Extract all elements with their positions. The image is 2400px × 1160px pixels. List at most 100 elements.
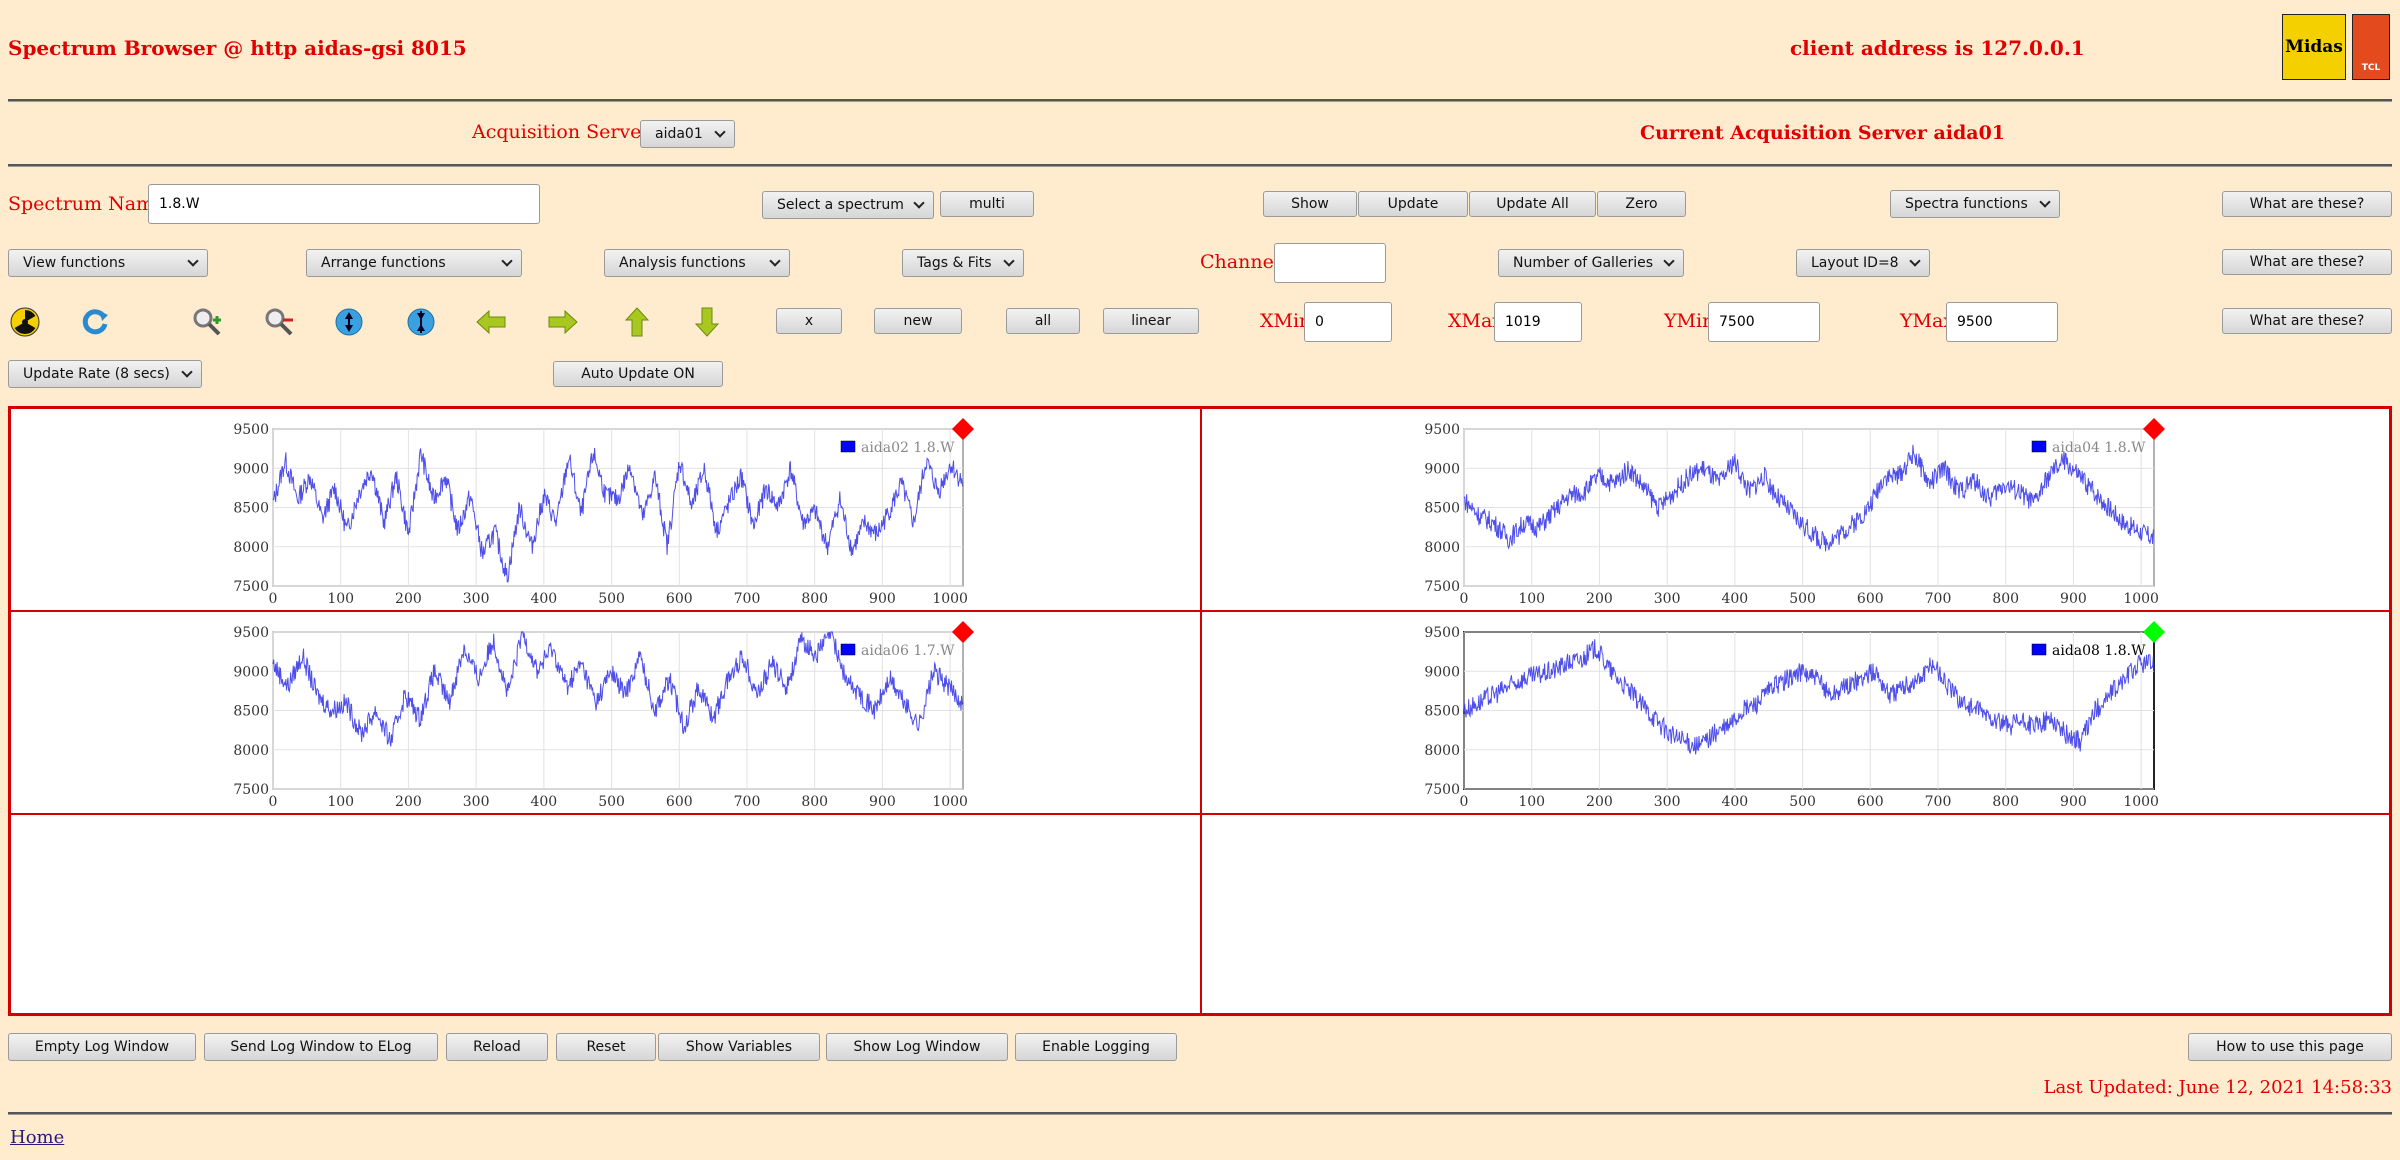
spectrum-chart-aida04[interactable]: 0 100 200 300 400 500 600 700 800 900 1000 9500 9000…	[1202, 409, 2391, 612]
number-of-galleries-dropdown[interactable]: Number of Galleries	[1498, 249, 1684, 277]
page-title: Spectrum Browser @ http aidas-gsi 8015	[8, 36, 467, 60]
x-tick-label: 200	[1586, 794, 1613, 810]
gallery-cell-3[interactable]: 0 100 200 300 400 500 600 700 800 900 1000 9500 9000…	[10, 611, 1201, 814]
arrow-right-icon[interactable]	[546, 305, 580, 339]
x-tick-label: 400	[530, 591, 557, 607]
linear-button[interactable]: linear	[1103, 308, 1199, 334]
empty-log-window-button[interactable]: Empty Log Window	[8, 1033, 196, 1061]
xmin-input[interactable]: 0	[1304, 302, 1392, 342]
expand-vertical-icon[interactable]	[332, 305, 366, 339]
what-are-these-button[interactable]: What are these?	[2222, 308, 2392, 334]
gallery-cell-4[interactable]: 0 100 200 300 400 500 600 700 800 900 1000 9500 9000…	[1201, 611, 2390, 814]
show-button[interactable]: Show	[1263, 191, 1357, 217]
x-tick-label: 0	[1460, 794, 1469, 810]
chevron-down-icon	[181, 365, 193, 378]
tcl-logo[interactable]: TCL	[2352, 14, 2390, 80]
x-tick-label: 0	[269, 591, 278, 607]
enable-logging-button[interactable]: Enable Logging	[1015, 1033, 1177, 1061]
x-tick-label: 300	[1654, 794, 1681, 810]
ymax-input[interactable]: 9500	[1946, 302, 2058, 342]
auto-update-button[interactable]: Auto Update ON	[553, 361, 723, 387]
x-tick-label: 700	[1925, 591, 1952, 607]
legend-swatch	[840, 643, 856, 656]
y-tick-label: 9000	[233, 664, 269, 680]
xmax-input[interactable]: 1019	[1494, 302, 1582, 342]
reload-button[interactable]: Reload	[446, 1033, 548, 1061]
x-button[interactable]: x	[776, 308, 842, 334]
spectrum-chart-aida02[interactable]: 0 100 200 300 400 500 600 700 800 900 1000 9500 9000…	[11, 409, 1202, 612]
y-tick-label: 9500	[1424, 422, 1460, 438]
x-tick-label: 800	[801, 591, 828, 607]
reset-button[interactable]: Reset	[556, 1033, 656, 1061]
multi-button[interactable]: multi	[940, 191, 1034, 217]
update-rate-dropdown[interactable]: Update Rate (8 secs)	[8, 360, 202, 388]
show-log-window-button[interactable]: Show Log Window	[826, 1033, 1008, 1061]
channel-input[interactable]	[1274, 243, 1386, 283]
layout-id-dropdown[interactable]: Layout ID=8	[1796, 249, 1930, 277]
divider	[8, 164, 2392, 167]
zoom-out-icon[interactable]	[262, 305, 296, 339]
gallery-cell-1[interactable]: 0 100 200 300 400 500 600 700 800 900 1000 9500 9000…	[10, 408, 1201, 611]
spectrum-chart-aida06[interactable]: 0 100 200 300 400 500 600 700 800 900 1000 9500 9000…	[11, 612, 1202, 815]
what-are-these-button[interactable]: What are these?	[2222, 191, 2392, 217]
acquisition-servers-label: Acquisition Servers	[472, 121, 661, 143]
ymin-input[interactable]: 7500	[1708, 302, 1820, 342]
y-tick-label: 8000	[1424, 743, 1460, 759]
zoom-in-icon[interactable]	[190, 305, 224, 339]
show-variables-button[interactable]: Show Variables	[658, 1033, 820, 1061]
arrange-functions-dropdown[interactable]: Arrange functions	[306, 249, 522, 277]
refresh-icon[interactable]	[78, 305, 112, 339]
x-tick-label: 700	[734, 794, 761, 810]
midas-logo[interactable]: Midas	[2282, 14, 2346, 80]
client-address: client address is 127.0.0.1	[1790, 36, 2085, 60]
gallery-cell-5[interactable]	[10, 814, 1201, 1014]
y-tick-label: 9000	[233, 461, 269, 477]
chevron-down-icon	[913, 196, 925, 209]
compress-vertical-icon[interactable]	[404, 305, 438, 339]
chevron-down-icon	[1663, 254, 1675, 267]
how-to-use-button[interactable]: How to use this page	[2188, 1033, 2392, 1061]
arrow-up-icon[interactable]	[620, 305, 654, 339]
arrow-left-icon[interactable]	[474, 305, 508, 339]
x-tick-label: 600	[666, 794, 693, 810]
y-tick-label: 7500	[1424, 782, 1460, 798]
acquisition-server-select[interactable]: aida01	[640, 120, 735, 148]
x-tick-label: 800	[1992, 591, 2019, 607]
chevron-down-icon	[1909, 254, 1921, 267]
what-are-these-button[interactable]: What are these?	[2222, 249, 2392, 275]
status-indicator	[952, 621, 974, 643]
select-spectrum-dropdown[interactable]: Select a spectrum	[762, 191, 934, 219]
send-log-to-elog-button[interactable]: Send Log Window to ELog	[204, 1033, 438, 1061]
y-tick-label: 9500	[233, 625, 269, 641]
x-tick-label: 600	[1857, 794, 1884, 810]
analysis-functions-dropdown[interactable]: Analysis functions	[604, 249, 790, 277]
home-link[interactable]: Home	[10, 1127, 65, 1148]
spectrum-name-input[interactable]: 1.8.W	[148, 184, 540, 224]
y-tick-label: 9500	[233, 422, 269, 438]
update-button[interactable]: Update	[1358, 191, 1468, 217]
chevron-down-icon	[187, 254, 199, 267]
radiation-icon[interactable]	[8, 305, 42, 339]
arrow-down-icon[interactable]	[690, 305, 724, 339]
chevron-down-icon	[1003, 254, 1015, 267]
tags-fits-dropdown[interactable]: Tags & Fits	[902, 249, 1024, 277]
x-tick-label: 0	[1460, 591, 1469, 607]
xmax-label: XMax	[1448, 310, 1504, 332]
spectrum-chart-aida08[interactable]: 0 100 200 300 400 500 600 700 800 900 1000 9500 9000…	[1202, 612, 2391, 815]
y-tick-label: 8000	[1424, 540, 1460, 556]
view-functions-dropdown[interactable]: View functions	[8, 249, 208, 277]
spectrum-gallery: 0 100 200 300 400 500 600 700 800 900 1000 9500 9000…	[8, 406, 2392, 1016]
gallery-cell-2[interactable]: 0 100 200 300 400 500 600 700 800 900 1000 9500 9000…	[1201, 408, 2390, 611]
spectra-functions-dropdown[interactable]: Spectra functions	[1890, 190, 2060, 218]
ymax-label: YMax	[1900, 310, 1955, 332]
y-tick-label: 7500	[1424, 579, 1460, 595]
x-tick-label: 900	[2060, 794, 2087, 810]
update-all-button[interactable]: Update All	[1469, 191, 1596, 217]
x-tick-label: 800	[801, 794, 828, 810]
divider	[8, 99, 2392, 102]
new-button[interactable]: new	[874, 308, 962, 334]
zero-button[interactable]: Zero	[1597, 191, 1686, 217]
all-button[interactable]: all	[1006, 308, 1080, 334]
xmin-label: XMin	[1260, 310, 1312, 332]
gallery-cell-6[interactable]	[1201, 814, 2390, 1014]
